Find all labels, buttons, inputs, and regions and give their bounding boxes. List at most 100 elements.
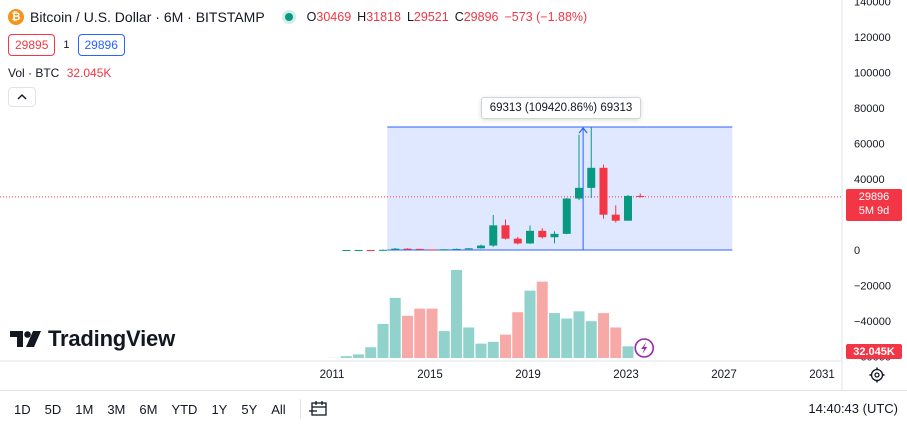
candle-body — [562, 198, 571, 234]
collapse-legend-button[interactable] — [8, 87, 36, 107]
open-value: 30469 — [316, 10, 352, 24]
range-button-1d[interactable]: 1D — [14, 401, 31, 417]
range-button-1y[interactable]: 1Y — [211, 401, 228, 417]
volume-bar — [365, 347, 377, 358]
volume-bar — [389, 297, 401, 358]
toolbar-divider — [299, 399, 301, 419]
watermark-text: TradingView — [48, 326, 175, 351]
legend-row: ₿ Bitcoin / U.S. Dollar · 6M · BITSTAMP … — [8, 9, 587, 25]
candle-body — [599, 167, 608, 215]
candle-body — [513, 238, 522, 244]
y-tick-label: 120000 — [854, 32, 891, 44]
candle-body — [440, 249, 449, 251]
utc-clock[interactable]: 14:40:43 (UTC) — [808, 401, 898, 416]
volume-bar — [402, 315, 413, 358]
last-price-value: 29896 — [858, 191, 890, 204]
axes: 140000120000100000800006000040000200000−… — [0, 0, 891, 390]
candles — [0, 126, 842, 358]
x-tick-label: 2027 — [711, 369, 737, 381]
y-tick-label: 80000 — [854, 103, 885, 115]
high-value: 31818 — [366, 10, 401, 24]
candle-body — [550, 233, 559, 238]
lightning-bolt-icon — [641, 342, 648, 354]
volume-bar — [463, 327, 475, 358]
volume-legend[interactable]: Vol · BTC 32.045K — [8, 66, 111, 80]
volume-value: 32.045K — [66, 66, 112, 80]
y-tick-label: −40000 — [854, 316, 891, 328]
candle-body — [391, 248, 400, 250]
measure-tooltip: 69313 (109420.86%) 69313 — [481, 97, 641, 119]
buy-button[interactable]: 29896 — [77, 34, 125, 56]
volume-bar — [536, 281, 548, 358]
change-value: −573 (−1.88%) — [504, 10, 588, 24]
range-button-ytd[interactable]: YTD — [171, 401, 198, 417]
candle-body — [464, 248, 473, 250]
volume-bar — [573, 311, 585, 358]
last-volume-tag: 32.045K — [846, 344, 902, 359]
range-button-all[interactable]: All — [271, 401, 286, 417]
volume-bar — [524, 290, 536, 358]
x-tick-label: 2031 — [809, 369, 835, 381]
range-button-6m[interactable]: 6M — [139, 401, 158, 417]
volume-bar — [585, 321, 597, 358]
low-key: L — [406, 10, 414, 24]
volume-bar — [451, 270, 462, 358]
candle-body — [636, 195, 645, 197]
candle-body — [366, 249, 375, 251]
y-tick-label: 0 — [854, 245, 860, 257]
volume-bar — [610, 327, 622, 358]
volume-bars — [328, 270, 634, 358]
range-button-5y[interactable]: 5Y — [241, 401, 258, 417]
last-price-tag: 29896 5M 9d — [846, 189, 902, 221]
tradingview-logo-icon — [10, 331, 41, 347]
measure-range — [387, 126, 733, 251]
y-tick-label: −20000 — [854, 281, 891, 293]
low-value: 29521 — [413, 10, 449, 24]
candle-body — [575, 187, 583, 199]
close-key: C — [454, 10, 464, 24]
x-tick-label: 2019 — [515, 369, 541, 381]
volume-bar — [340, 356, 352, 358]
candle-body — [526, 230, 534, 244]
range-buttons: 1D 5D 1M 3M 6M YTD 1Y 5Y All — [0, 402, 290, 417]
spread-value: 1 — [63, 39, 70, 51]
volume-bar — [438, 331, 450, 358]
gear-icon[interactable] — [868, 366, 886, 384]
range-button-3m[interactable]: 3M — [107, 401, 126, 417]
calendar-range-icon[interactable] — [308, 400, 329, 418]
volume-label: Vol · BTC — [8, 66, 60, 80]
volume-bar — [561, 318, 573, 358]
close-value: 29896 — [463, 10, 499, 24]
candle-body — [452, 248, 461, 250]
volume-bar — [426, 308, 438, 358]
candle-body — [354, 249, 363, 251]
market-status-dot-icon[interactable] — [284, 13, 293, 21]
volume-bar — [487, 341, 499, 358]
bottom-toolbar: 1D 5D 1M 3M 6M YTD 1Y 5Y All 14:40:43 (UTC) — [0, 390, 907, 427]
volume-bar — [512, 312, 524, 358]
high-key: H — [357, 10, 367, 24]
volume-bar — [598, 313, 609, 358]
candle-body — [342, 249, 351, 251]
volume-bar — [377, 323, 389, 358]
open-key: O — [306, 10, 317, 24]
measure-area — [387, 126, 733, 250]
range-button-5d[interactable]: 5D — [44, 401, 62, 417]
range-button-1m[interactable]: 1M — [75, 401, 94, 417]
bar-countdown: 5M 9d — [858, 205, 890, 217]
y-tick-label: 40000 — [854, 174, 885, 186]
volume-bar — [622, 346, 634, 358]
candle-body — [538, 230, 547, 238]
tradingview-watermark[interactable]: TradingView — [10, 326, 175, 352]
volume-bar — [475, 343, 487, 358]
candle-body — [587, 167, 596, 188]
bitcoin-logo-icon: ₿ — [8, 9, 24, 25]
candle-body — [415, 248, 424, 250]
chart-canvas[interactable]: 140000120000100000800006000040000200000−… — [0, 0, 907, 390]
volume-bar — [353, 354, 364, 358]
symbol-title[interactable]: Bitcoin / U.S. Dollar · 6M · BITSTAMP — [30, 9, 265, 25]
sell-button[interactable]: 29895 — [8, 34, 56, 56]
candle-body — [379, 249, 387, 251]
chevron-up-icon — [17, 94, 27, 100]
x-tick-label: 2015 — [417, 369, 443, 381]
